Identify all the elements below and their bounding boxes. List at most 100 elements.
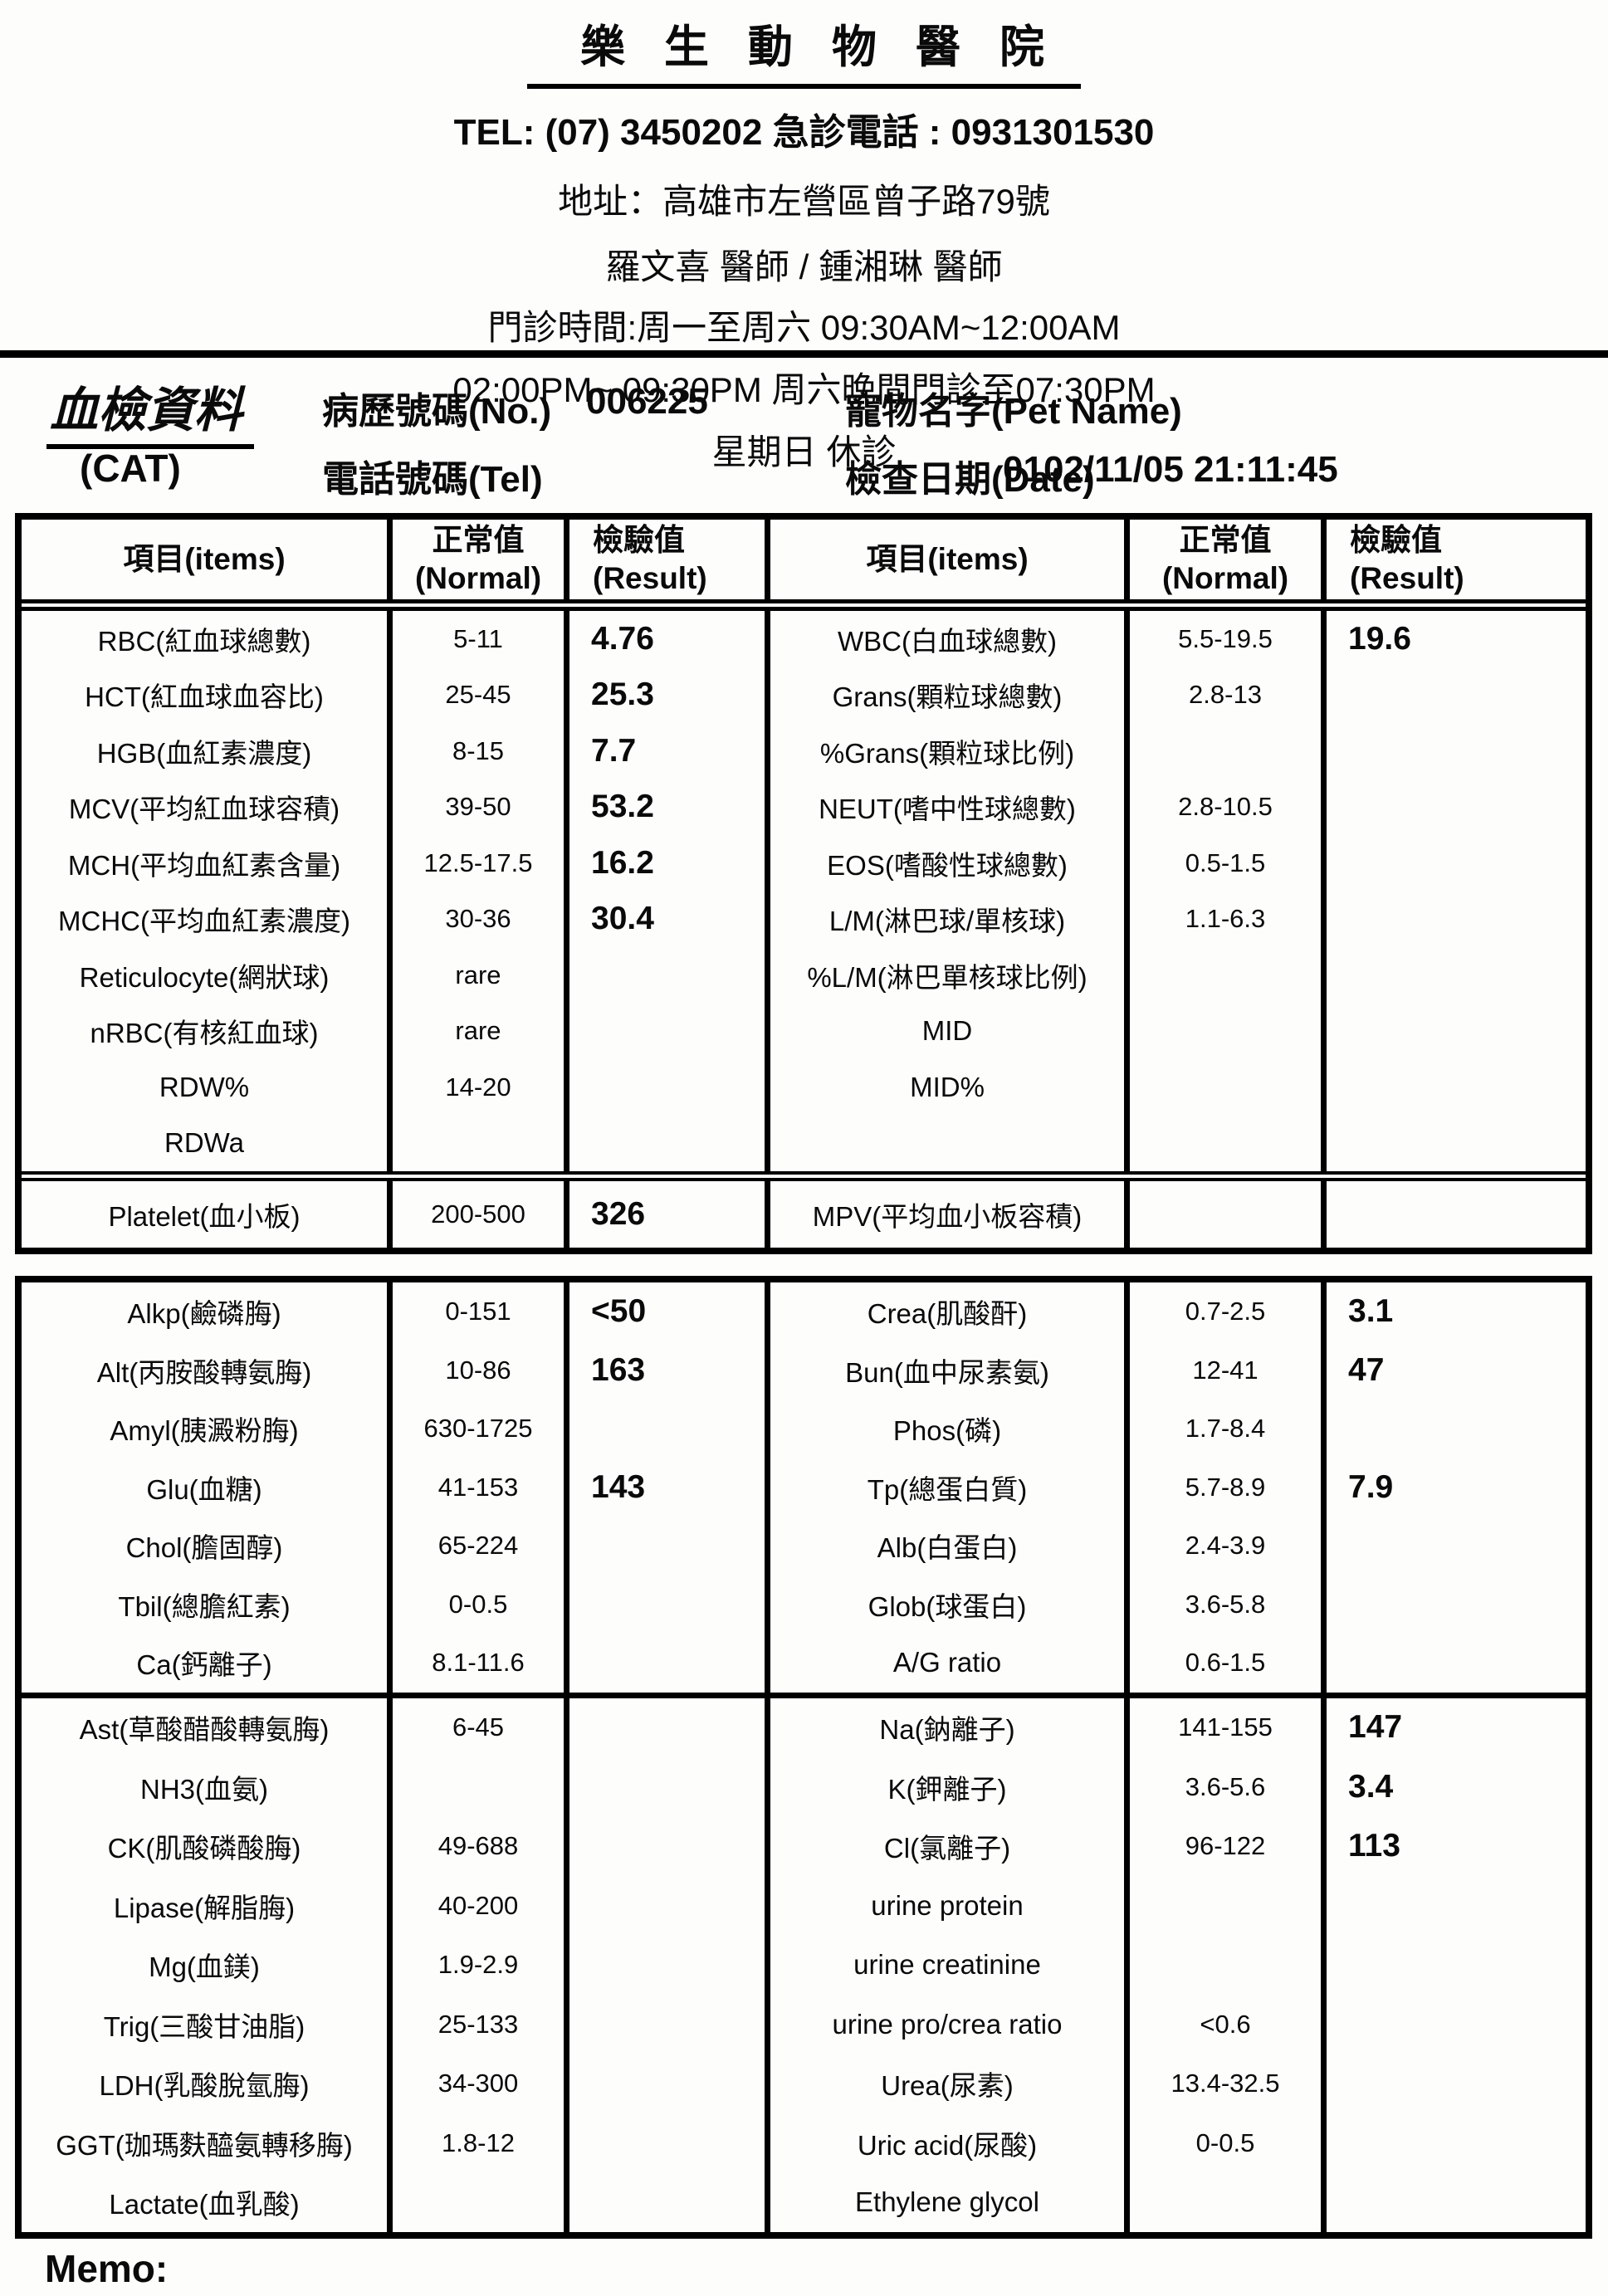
result-value (1327, 1995, 1586, 2054)
result-value (569, 1876, 770, 1936)
result-value (569, 1995, 770, 2054)
result-value (1327, 1575, 1586, 1634)
result-value: 113 (1348, 1828, 1400, 1864)
hospital-name: 樂 生 動 物 醫 院 (526, 10, 1081, 89)
item-label: Tp(總蛋白質) (770, 1458, 1130, 1517)
item-label: Reticulocyte(網狀球) (22, 947, 393, 1004)
normal-range: 200-500 (393, 1181, 569, 1248)
result-value (1327, 892, 1586, 948)
normal-range (1130, 2172, 1327, 2232)
result-value (569, 1757, 770, 1817)
result-value (569, 1400, 770, 1458)
phone-label: 電話號碼(Tel) (322, 459, 543, 500)
item-label: Uric acid(尿酸) (770, 2113, 1130, 2173)
result-value (569, 2172, 770, 2232)
result-value: 163 (569, 1341, 770, 1400)
normal-range: 1.9-2.9 (393, 1935, 569, 1995)
normal-range: 3.6-5.8 (1130, 1575, 1327, 1634)
clinic-header: 樂 生 動 物 醫 院 TEL: (07) 3450202 急診電話 : 093… (0, 0, 1608, 475)
normal-range: 2.4-3.9 (1130, 1517, 1327, 1575)
normal-range: 25-45 (393, 667, 569, 723)
result-value (1327, 1400, 1586, 1458)
normal-range (1130, 1059, 1327, 1116)
normal-range: 34-300 (393, 2054, 569, 2113)
closed-day-line: 星期日 休診 (711, 432, 897, 471)
result-value: 3.4 (1348, 1768, 1394, 1805)
clinic-hours-line-1: 門診時間:周一至周六 09:30AM~12:00AM (487, 308, 1121, 347)
result-value (569, 1575, 770, 1634)
doctors-line: 羅文喜 醫師 / 鍾湘琳 醫師 (605, 247, 1003, 286)
cbc-table-body: RBC(紅血球總數) 5-11 4.76 WBC(白血球總數) 5.5-19.5 19.6… (22, 611, 1586, 1171)
result-value (569, 2113, 770, 2173)
result-value: 25.3 (569, 667, 770, 723)
report-title: 血檢資料 (46, 371, 255, 449)
normal-range: rare (393, 1003, 569, 1059)
result-value (1327, 779, 1586, 836)
normal-range: 1.8-12 (393, 2113, 569, 2173)
item-label: MCHC(平均血紅素濃度) (22, 891, 393, 947)
item-label: Glu(血糖) (22, 1458, 393, 1517)
item-label: Bun(血中尿素氨) (770, 1341, 1130, 1400)
item-label: %Grans(顆粒球比例) (770, 723, 1130, 779)
item-label: Alt(丙胺酸轉氨脢) (22, 1341, 393, 1400)
column-header: 項目(items) (22, 520, 393, 599)
result-value: <50 (569, 1282, 770, 1341)
result-value (1327, 667, 1586, 724)
normal-range: 12.5-17.5 (393, 835, 569, 892)
normal-range: 0-0.5 (1130, 2113, 1327, 2173)
normal-range: 39-50 (393, 779, 569, 835)
normal-range: 0.7-2.5 (1130, 1282, 1327, 1341)
item-label: MID (770, 1003, 1130, 1059)
result-value: 3.1 (1348, 1293, 1394, 1330)
pet-name-label: 寵物名字(Pet Name) (845, 391, 1182, 432)
column-header: 檢驗值 (Result) (1350, 522, 1464, 595)
result-value: 326 (569, 1181, 770, 1248)
hospital-phone-line: TEL: (07) 3450202 急診電話 : 0931301530 (453, 112, 1155, 153)
normal-range: 5.7-8.9 (1130, 1458, 1327, 1517)
item-label: RBC(紅血球總數) (22, 611, 393, 667)
normal-range: 8-15 (393, 723, 569, 779)
result-value (1327, 2173, 1586, 2233)
normal-range: 2.8-10.5 (1130, 779, 1327, 835)
result-value (569, 1634, 770, 1693)
normal-range: 49-688 (393, 1816, 569, 1876)
item-label: Cl(氯離子) (770, 1816, 1130, 1876)
item-label: EOS(嗜酸性球總數) (770, 835, 1130, 892)
result-value (569, 1059, 770, 1116)
item-label: CK(肌酸磷酸脢) (22, 1816, 393, 1876)
normal-range: rare (393, 947, 569, 1004)
normal-range: 0-0.5 (393, 1575, 569, 1634)
result-value: 147 (1348, 1709, 1403, 1746)
result-value: 143 (569, 1458, 770, 1517)
result-value (1327, 947, 1586, 1004)
chemistry-section-2: Ast(草酸醋酸轉氨脢) 6-45 Na(鈉離子) 141-155 147 NH3(血氨)… (22, 1698, 1586, 2233)
result-value: 16.2 (569, 835, 770, 892)
result-value (1327, 1876, 1586, 1936)
normal-range: 41-153 (393, 1458, 569, 1517)
chemistry-section-1: Alkp(鹼磷脢) 0-151 <50 Crea(肌酸酐) 0.7-2.5 3.1 Alt(… (22, 1282, 1586, 1698)
species-label: (CAT) (80, 447, 181, 490)
normal-range: 40-200 (393, 1876, 569, 1936)
memo-label: Memo: (45, 2247, 169, 2290)
item-label: L/M(淋巴球/單核球) (770, 891, 1130, 947)
normal-range: 6-45 (393, 1698, 569, 1757)
result-value: 53.2 (569, 779, 770, 835)
item-label: Phos(磷) (770, 1400, 1130, 1458)
clinic-hours-line-2: 02:00PM~ 09:30PM 周六晚間門診至07:30PM (452, 370, 1156, 409)
item-label: nRBC(有核紅血球) (22, 1003, 393, 1059)
column-header: 檢驗值 (Result) (569, 520, 770, 599)
item-label: urine protein (770, 1876, 1130, 1936)
normal-range: 96-122 (1130, 1816, 1327, 1876)
result-value (1327, 1517, 1586, 1575)
result-value (1327, 1936, 1586, 1996)
item-label: GGT(珈瑪麩醯氨轉移脢) (22, 2113, 393, 2173)
item-label: K(鉀離子) (770, 1757, 1130, 1817)
item-label: WBC(白血球總數) (770, 611, 1130, 667)
normal-range: 13.4-32.5 (1130, 2054, 1327, 2113)
platelet-row: Platelet(血小板) 200-500 326 MPV(平均血小板容積) (22, 1171, 1586, 1248)
item-label: RDWa (22, 1115, 393, 1171)
case-number-label: 病歷號碼(No.) (322, 391, 552, 432)
result-value (569, 1115, 770, 1171)
item-label: MCH(平均血紅素含量) (22, 835, 393, 892)
